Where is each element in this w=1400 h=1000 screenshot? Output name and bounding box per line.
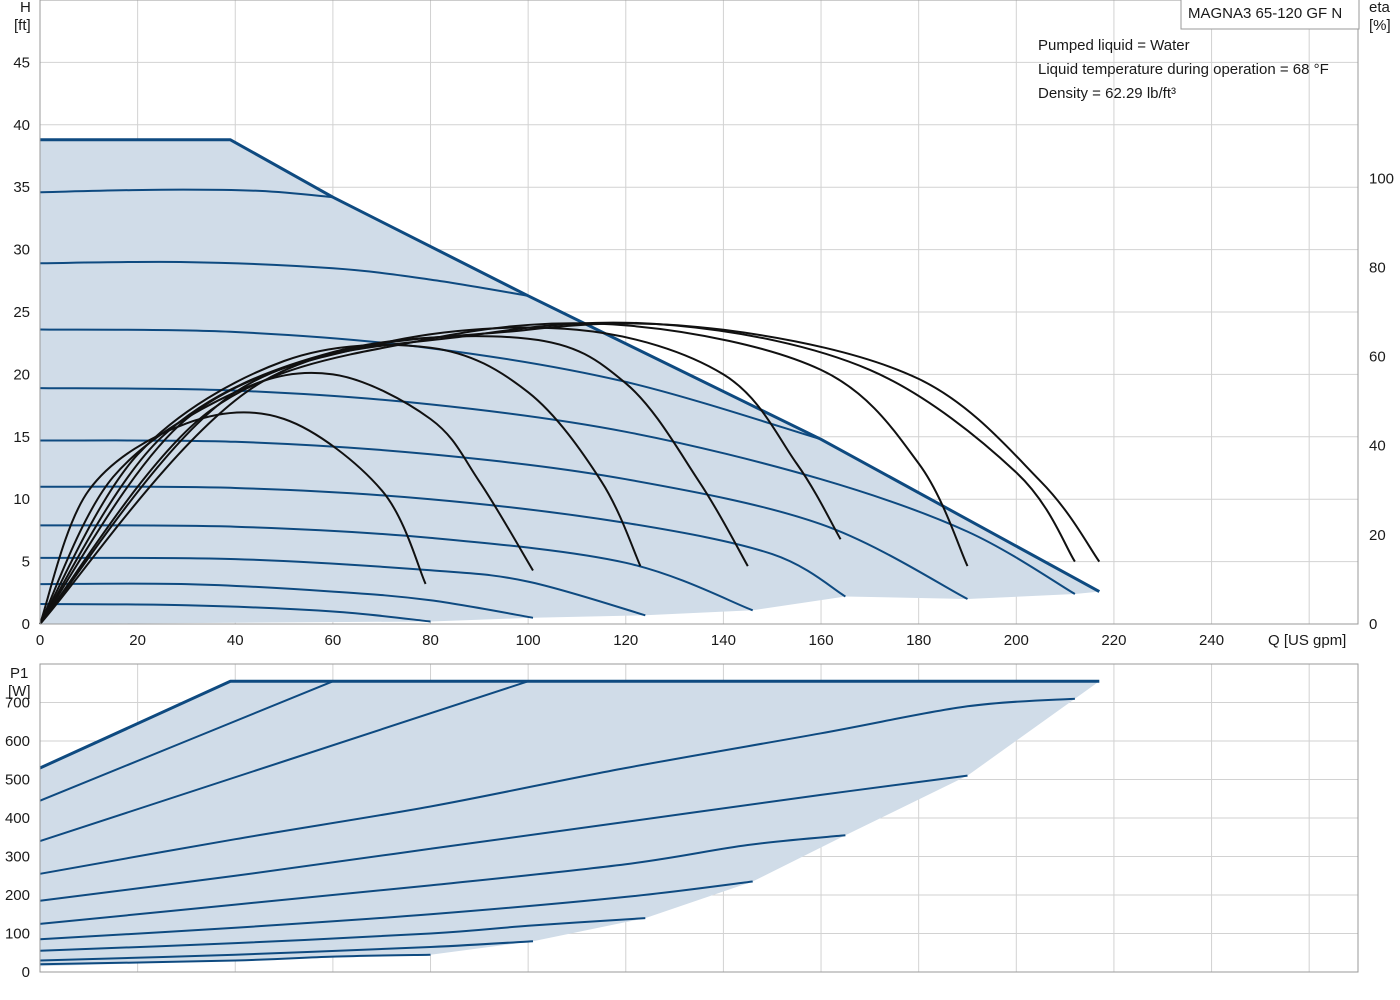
head-speed-curve-2 (39, 260, 529, 297)
y2-tick-label: 0 (1369, 616, 1377, 633)
head-y-tick-label: 45 (13, 54, 30, 71)
power-panel: 0 100 200 300 400 500 600 700 (5, 663, 1359, 981)
power-y-tick-label: 100 (5, 926, 30, 943)
head-max-curve (40, 138, 1101, 593)
head-y-tick-label: 5 (22, 554, 30, 571)
y2-axis-label-eta-unit: [%] (1369, 17, 1391, 34)
head-y-tick-label: 15 (13, 429, 30, 446)
y2-axis-label-eta: eta (1369, 0, 1391, 16)
head-y-tick-label: 20 (13, 366, 30, 383)
x-tick-label: 40 (227, 632, 244, 649)
power-speed-curve-8 (39, 940, 534, 962)
x-tick-label: 60 (325, 632, 342, 649)
power-speed-curve-7 (39, 917, 646, 952)
head-y-tick-label: 30 (13, 242, 30, 259)
power-y-tick-label: 200 (5, 887, 30, 904)
x-tick-label: 220 (1101, 632, 1126, 649)
head-panel: 0 20 40 60 80 100 0 5 10 15 20 25 30 35 40 45 0 20 40 60 80 1… (13, 0, 1394, 649)
power-speed-curve-9 (39, 953, 431, 966)
power-speed-curve-4 (39, 774, 968, 902)
head-speed-curve-9 (39, 582, 534, 619)
axis-labels: H [ft] eta [%] Q [US gpm] P1 [W] (8, 0, 1391, 700)
info-line-density: Density = 62.29 lb/ft³ (1038, 85, 1176, 102)
head-plot-frame (39, 0, 1359, 625)
info-box: MAGNA3 65-120 GF N Pumped liquid = Water… (1038, 0, 1360, 102)
x-tick-label: 0 (36, 632, 44, 649)
efficiency-curve-1 (39, 411, 427, 625)
info-line-liquid: Pumped liquid = Water (1038, 37, 1190, 54)
model-label-box (1180, 0, 1360, 30)
x-tick-label: 240 (1199, 632, 1224, 649)
x-tick-label: 200 (1004, 632, 1029, 649)
head-speed-curve-1 (39, 188, 333, 199)
x-tick-label: 80 (422, 632, 439, 649)
head-speed-curve-4 (39, 387, 1076, 595)
efficiency-curve-8 (39, 322, 1101, 625)
x-tick-label: 160 (809, 632, 834, 649)
power-y-tick-label: 500 (5, 772, 30, 789)
x-tick-label: 100 (516, 632, 541, 649)
y2-tick-label: 40 (1369, 438, 1386, 455)
power-speed-curve-1 (39, 680, 334, 802)
power-y-tick-label: 300 (5, 849, 30, 866)
power-plot-frame (39, 663, 1359, 973)
y-axis-label-h-unit: [ft] (14, 17, 31, 34)
y2-tick-label: 20 (1369, 527, 1386, 544)
model-label: MAGNA3 65-120 GF N (1188, 5, 1342, 22)
head-operating-region (40, 139, 1100, 625)
info-line-temperature: Liquid temperature during operation = 68… (1038, 61, 1329, 78)
power-max-curve (39, 679, 1100, 770)
head-y-tick-label: 10 (13, 491, 30, 508)
head-speed-curve-10 (39, 603, 431, 623)
efficiency-curve-5 (39, 326, 842, 625)
y2-tick-label: 100 (1369, 170, 1394, 187)
power-speed-curve-2 (39, 680, 529, 843)
y-axis-label-p1: P1 (10, 665, 28, 682)
head-y-tick-label: 0 (22, 616, 30, 633)
head-speed-curve-8 (39, 556, 646, 617)
power-speed-curve-5 (39, 834, 846, 925)
x-tick-label: 20 (129, 632, 146, 649)
power-speed-curve-6 (39, 880, 753, 941)
power-speed-curve-3 (39, 697, 1075, 875)
efficiency-curve-2 (39, 371, 534, 625)
power-y-tick-label: 600 (5, 733, 30, 750)
head-y-tick-label: 40 (13, 117, 30, 134)
x-tick-label: 140 (711, 632, 736, 649)
head-speed-curve-5 (39, 439, 968, 600)
y2-tick-label: 60 (1369, 349, 1386, 366)
power-y-tick-label: 700 (5, 695, 30, 712)
x-tick-label: 120 (613, 632, 638, 649)
head-y-tick-label: 25 (13, 304, 30, 321)
x-axis-label-q: Q [US gpm] (1268, 632, 1346, 649)
power-y-tick-label: 0 (22, 964, 30, 981)
x-tick-label: 180 (906, 632, 931, 649)
power-operating-region (40, 681, 1100, 967)
y-axis-label-h: H (20, 0, 31, 16)
power-y-tick-label: 400 (5, 810, 30, 827)
head-speed-curve-6 (39, 485, 846, 598)
head-speed-curve-7 (39, 524, 754, 612)
y2-tick-label: 80 (1369, 259, 1386, 276)
y-axis-label-p1-unit: [W] (8, 683, 31, 700)
head-y-tick-label: 35 (13, 179, 30, 196)
